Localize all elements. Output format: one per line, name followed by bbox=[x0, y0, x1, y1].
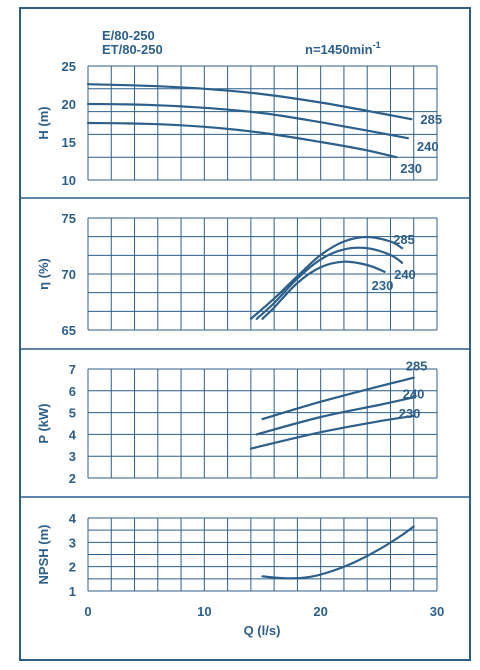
y-tick-label: 2 bbox=[69, 560, 76, 575]
curve-head-230 bbox=[86, 121, 398, 159]
y-tick-label: 3 bbox=[69, 449, 76, 464]
y-tick-label: 75 bbox=[62, 211, 76, 226]
x-tick-label: 30 bbox=[430, 604, 444, 619]
y-tick-label: 20 bbox=[62, 97, 76, 112]
head-panel: 25 20 15 10 H (m) 285 240 230 bbox=[36, 59, 442, 188]
curve-npsh bbox=[261, 525, 415, 580]
x-axis-tick-labels: 0 10 20 30 bbox=[84, 604, 444, 619]
series-label-head-230: 230 bbox=[400, 161, 422, 176]
x-tick-label: 10 bbox=[197, 604, 211, 619]
curve-power-240 bbox=[255, 396, 415, 436]
speed-label: n=1450min-1 bbox=[305, 40, 381, 57]
series-label-efficiency-285: 285 bbox=[393, 232, 415, 247]
panel-dividers bbox=[21, 197, 469, 498]
curve-power-230 bbox=[249, 414, 415, 450]
y-tick-label: 2 bbox=[69, 471, 76, 486]
series-label-power-240: 240 bbox=[403, 386, 425, 401]
curve-efficiency-230 bbox=[261, 260, 386, 320]
y-tick-label: 65 bbox=[62, 323, 76, 338]
curve-power-285 bbox=[261, 376, 415, 421]
npsh-panel: 4 3 2 1 NPSH (m) bbox=[36, 511, 438, 599]
curve-head-240 bbox=[86, 102, 409, 140]
curve-efficiency-240 bbox=[255, 246, 404, 320]
series-label-head-285: 285 bbox=[420, 112, 442, 127]
y-tick-label: 5 bbox=[69, 406, 76, 421]
series-label-power-230: 230 bbox=[399, 406, 421, 421]
x-tick-label: 20 bbox=[313, 604, 327, 619]
model-line-1: E/80-250 bbox=[102, 28, 155, 43]
y-tick-label: 25 bbox=[62, 59, 76, 74]
y-tick-label: 70 bbox=[62, 267, 76, 282]
y-tick-label: 4 bbox=[69, 427, 77, 442]
y-axis-label: H (m) bbox=[36, 106, 51, 139]
x-tick-label: 0 bbox=[84, 604, 91, 619]
y-tick-label: 10 bbox=[62, 173, 76, 188]
model-line-2: ET/80-250 bbox=[102, 42, 163, 57]
series-label-efficiency-240: 240 bbox=[394, 267, 416, 282]
y-tick-label: 1 bbox=[69, 584, 76, 599]
series-label-head-240: 240 bbox=[417, 139, 439, 154]
y-tick-label: 4 bbox=[69, 511, 77, 526]
y-tick-label: 6 bbox=[69, 384, 76, 399]
y-tick-label: 7 bbox=[69, 362, 76, 377]
power-panel: 7 6 5 4 3 2 P (kW) 285 240 230 bbox=[36, 359, 438, 486]
y-axis-label: NPSH (m) bbox=[36, 525, 51, 585]
speed-exponent: -1 bbox=[373, 40, 381, 50]
series-label-efficiency-230: 230 bbox=[372, 278, 394, 293]
curve-head-285 bbox=[86, 83, 413, 121]
curve-efficiency-285 bbox=[249, 235, 404, 320]
x-axis-label: Q (l/s) bbox=[244, 623, 281, 638]
y-axis-label: η (%) bbox=[36, 258, 51, 290]
y-axis-label: P (kW) bbox=[36, 403, 51, 443]
series-label-power-285: 285 bbox=[406, 359, 428, 374]
speed-value: n=1450min bbox=[305, 42, 373, 57]
y-tick-label: 15 bbox=[62, 135, 76, 150]
y-tick-label: 3 bbox=[69, 535, 76, 550]
